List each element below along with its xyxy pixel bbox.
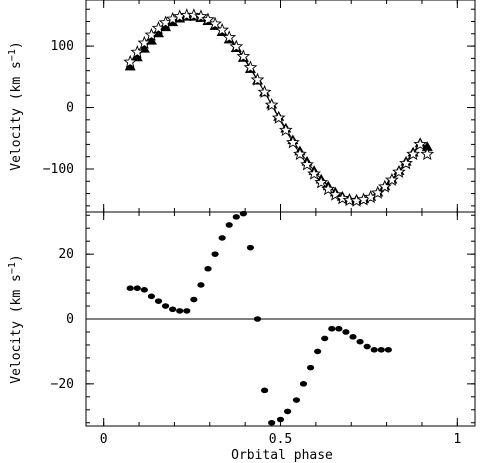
star-point: [385, 172, 399, 186]
velocity-point: [246, 244, 255, 251]
triangle-series-curve: [129, 16, 428, 201]
star-point: [137, 35, 152, 49]
star-point: [300, 157, 314, 171]
star-point: [392, 164, 406, 178]
velocity-point: [268, 419, 276, 426]
velocity-point: [218, 235, 226, 241]
velocity-point: [314, 348, 322, 355]
velocity-point: [356, 338, 364, 345]
star-point: [257, 84, 272, 99]
velocity-point: [384, 347, 392, 353]
star-point: [130, 44, 145, 59]
xtick-label: 0: [100, 432, 108, 447]
bottom-y-axis-label: Velocity (km s−1): [7, 254, 24, 383]
velocity-point: [321, 335, 329, 342]
star-point: [215, 22, 230, 36]
velocity-point: [253, 316, 262, 322]
bottom-data-markers: [126, 210, 392, 426]
velocity-point: [211, 251, 219, 257]
star-point: [307, 166, 321, 180]
bottom-ytick-label: 0: [66, 312, 74, 327]
star-point: [413, 137, 428, 151]
star-point: [406, 147, 420, 161]
velocity-point: [370, 347, 378, 353]
star-point: [208, 16, 222, 30]
star-point: [278, 123, 293, 137]
velocity-point: [225, 222, 233, 228]
top-ylabel-exponent: −1: [7, 49, 18, 61]
bottom-ylabel-text: Velocity (km s: [9, 274, 24, 384]
star-point: [271, 110, 286, 124]
star-point: [420, 147, 435, 161]
velocity-point: [260, 387, 269, 394]
bottom-ytick-label: 20: [58, 247, 74, 262]
star-point: [194, 9, 208, 23]
bottom-axis-ticks: −20 0 20 0 0.5 1: [51, 212, 475, 447]
star-point: [399, 156, 413, 170]
star-point: [123, 54, 138, 68]
velocity-point: [377, 347, 385, 353]
star-point: [236, 49, 251, 63]
velocity-point: [232, 214, 240, 220]
xtick-label: 1: [453, 432, 461, 447]
xtick-label: 0.5: [269, 432, 292, 447]
velocity-point: [276, 416, 285, 423]
velocity-point: [292, 397, 301, 403]
top-y-axis-label: Velocity (km s−1): [7, 41, 24, 170]
star-point: [314, 175, 329, 189]
star-series-curve: [129, 14, 428, 202]
velocity-point: [147, 293, 156, 300]
star-point: [342, 193, 357, 207]
top-axis-ticks: −100 0 100: [43, 0, 475, 212]
velocity-point: [161, 303, 170, 309]
star-point: [222, 30, 237, 44]
top-model-curves: [129, 14, 428, 202]
star-point: [264, 97, 279, 111]
velocity-point: [283, 408, 292, 415]
velocity-point: [328, 325, 336, 332]
velocity-point: [239, 210, 247, 217]
velocity-point: [133, 285, 141, 291]
star-point: [293, 147, 307, 161]
top-ylabel-close: ): [9, 41, 24, 49]
velocity-point: [183, 308, 191, 314]
top-ytick-label: 100: [51, 39, 74, 54]
top-data-markers: [123, 8, 435, 207]
star-point: [335, 191, 350, 205]
top-ylabel-text: Velocity (km s: [9, 61, 24, 171]
velocity-point: [349, 334, 357, 340]
bottom-ylabel-close: ): [9, 254, 24, 262]
velocity-point: [306, 364, 315, 371]
x-axis-label: Orbital phase: [231, 448, 333, 463]
top-panel: −100 0 100 Velocity (km s−1): [7, 0, 476, 213]
velocity-point: [154, 298, 163, 304]
star-point: [328, 187, 343, 201]
velocity-point: [126, 285, 134, 291]
bottom-ytick-label: −20: [51, 377, 74, 392]
star-point: [243, 60, 258, 74]
bottom-panel: −20 0 20 0 0.5 1 Velocity (km s−1) Orbital ph…: [7, 210, 476, 463]
velocity-point: [140, 287, 148, 293]
velocity-point: [342, 329, 350, 335]
velocity-point: [204, 265, 212, 272]
star-point: [321, 182, 336, 196]
star-point: [229, 39, 244, 53]
bottom-ylabel-exponent: −1: [7, 262, 18, 274]
velocity-point: [197, 282, 205, 288]
star-point: [285, 135, 300, 149]
velocity-point: [169, 306, 177, 313]
top-ytick-label: −100: [43, 162, 74, 177]
velocity-point: [363, 343, 371, 350]
star-point: [201, 12, 215, 26]
star-point: [250, 72, 265, 86]
top-ytick-label: 0: [66, 101, 74, 116]
top-plot-frame: [85, 0, 476, 213]
velocity-point: [176, 308, 184, 314]
star-point: [186, 8, 201, 22]
velocity-point: [335, 325, 343, 332]
velocity-point: [299, 381, 308, 387]
velocity-point: [190, 296, 198, 303]
